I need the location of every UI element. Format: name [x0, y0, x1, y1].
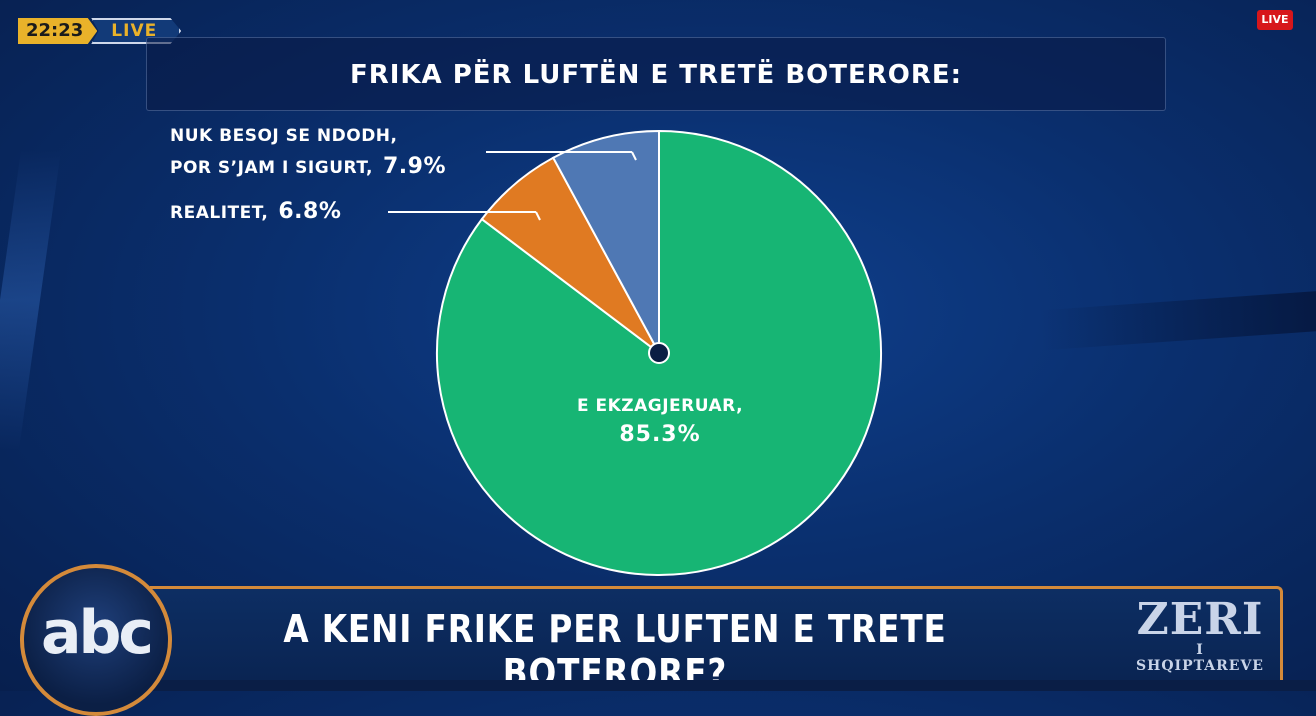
chart-title: FRIKA PËR LUFTËN E TRETË BOTERORE:	[349, 60, 963, 90]
clock-time: 22:23	[18, 18, 98, 44]
label-nuk-besoj: NUK BESOJ SE NDODH, POR S’JAM I SIGURT, 7…	[170, 126, 446, 179]
ticker-bar	[150, 680, 1316, 691]
live-badge: LIVE	[1257, 10, 1293, 30]
live-indicator: LIVE	[91, 18, 182, 44]
label-realitet-pct: 6.8%	[278, 199, 342, 224]
label-nuk-pct: 7.9%	[382, 154, 446, 179]
leader-line-nuk-tick	[631, 151, 637, 161]
chart-title-box: FRIKA PËR LUFTËN E TRETË BOTERORE:	[146, 37, 1166, 111]
channel-logo: abc	[20, 564, 172, 716]
leader-line-realitet-tick	[535, 211, 541, 221]
pie-center-dot	[648, 342, 670, 364]
lower-third: A KENI FRIKE PER LUFTEN E TRETE BOTERORE…	[150, 586, 1283, 695]
label-ekzag-text: E EKZAGJERUAR,	[576, 396, 744, 416]
label-ekzagjeruar: E EKZAGJERUAR, 85.3%	[520, 396, 800, 447]
show-logo: ZERI I SHQIPTAREVE	[1130, 594, 1270, 675]
label-nuk-line2: POR S’JAM I SIGURT,	[170, 158, 373, 178]
label-nuk-line1: NUK BESOJ SE NDODH,	[170, 126, 398, 146]
slice-nuk-besoj	[551, 129, 660, 354]
show-name-line2: I SHQIPTAREVE	[1136, 642, 1264, 674]
show-name-line1: ZERI	[1136, 594, 1264, 645]
label-realitet-text: REALITET,	[170, 203, 269, 223]
clock-live-bug: 22:23 LIVE	[18, 18, 182, 44]
pie-chart	[437, 129, 881, 575]
label-realitet: REALITET, 6.8%	[170, 199, 341, 224]
label-ekzag-pct: 85.3%	[619, 422, 701, 447]
channel-logo-text: abc	[40, 598, 154, 668]
